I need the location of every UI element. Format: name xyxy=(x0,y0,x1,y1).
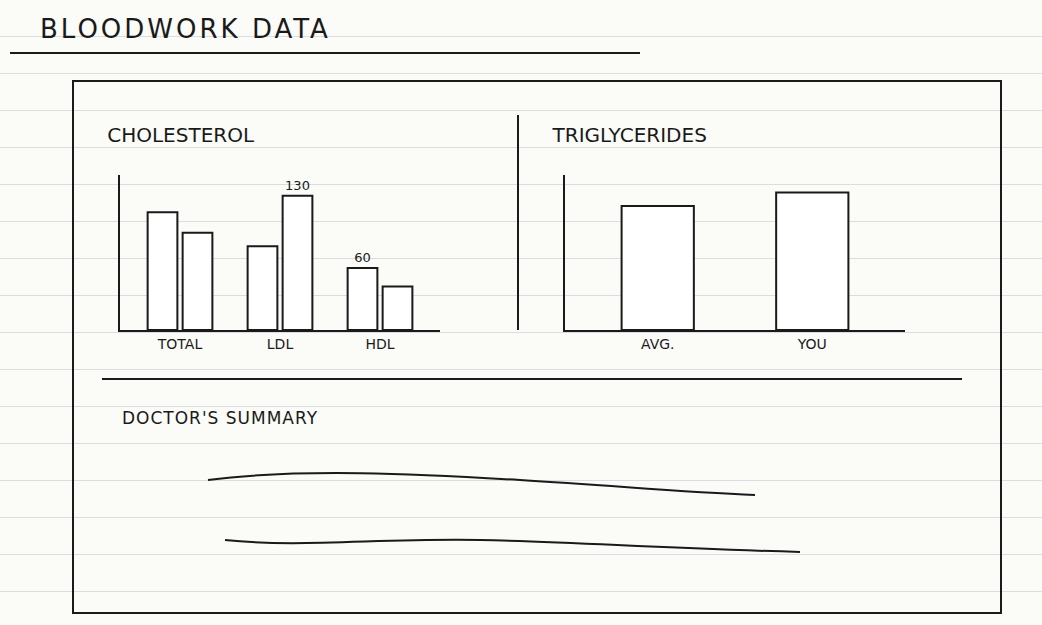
html-text:DOCTOR'S SUMMARY: DOCTOR'S SUMMARY xyxy=(122,408,319,428)
svg-text:60: 60 xyxy=(354,250,371,265)
svg-text:TRIGLYCERIDES: TRIGLYCERIDES xyxy=(552,123,707,147)
svg-text:CHOLESTEROL: CHOLESTEROL xyxy=(107,123,255,147)
svg-text:130: 130 xyxy=(285,178,310,193)
svg-text:TOTAL: TOTAL xyxy=(157,336,203,352)
svg-text:YOU: YOU xyxy=(797,336,827,352)
svg-text:LDL: LDL xyxy=(267,336,294,352)
svg-text:AVG.: AVG. xyxy=(641,336,675,352)
svg-text:HDL: HDL xyxy=(365,336,394,352)
html-text:BLOODWORK DATA: BLOODWORK DATA xyxy=(40,14,331,44)
